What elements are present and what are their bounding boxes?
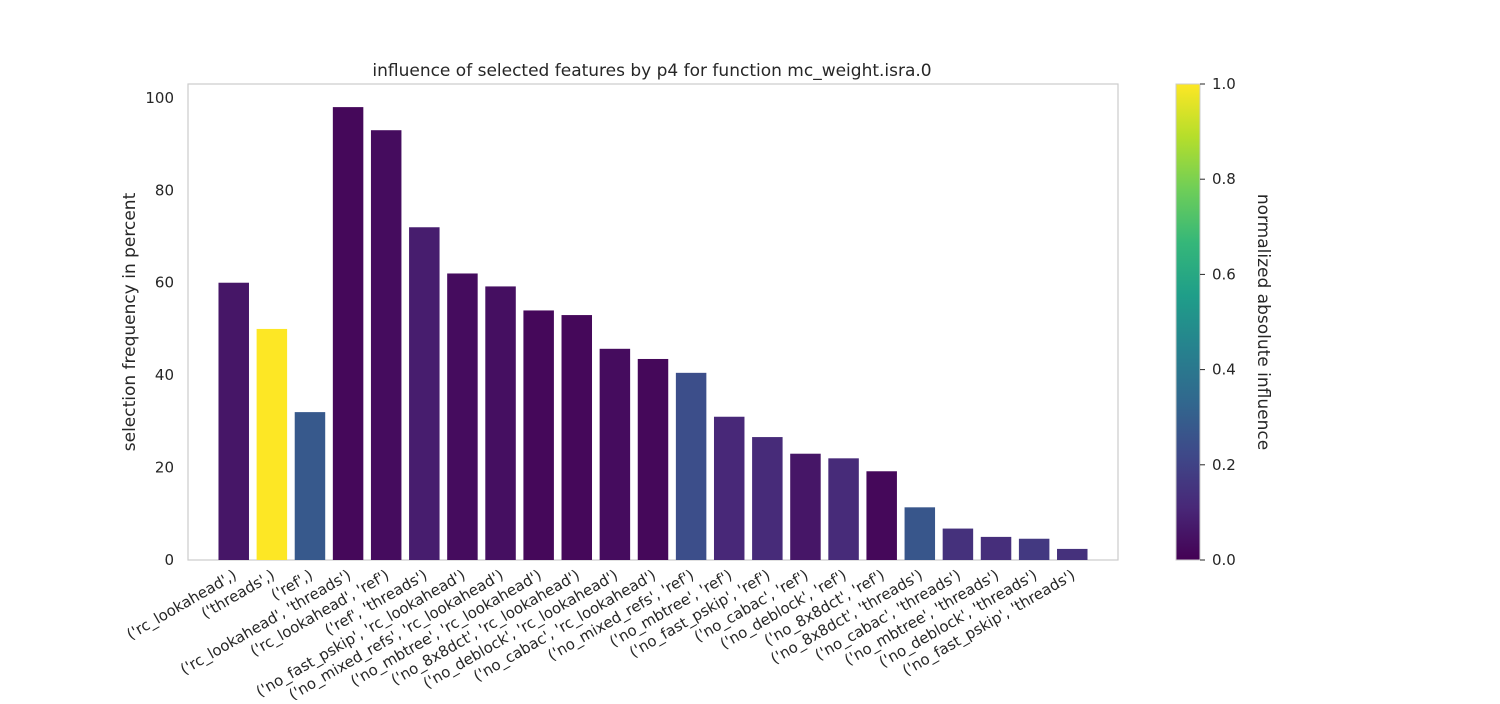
bar-7 [485,286,516,560]
colorbar-ticks: 0.0 0.2 0.4 0.6 0.8 1.0 [1200,75,1236,569]
y-axis-ticks: 0 20 40 60 80 100 [145,89,174,569]
bar-8 [523,310,554,560]
bar-16 [828,458,859,560]
bar-1 [256,328,288,560]
bar-17 [866,471,897,560]
bar-0 [218,282,249,560]
bar-11 [637,358,669,560]
colorbar-tick-label-1: 0.2 [1212,456,1236,474]
bar-22 [1057,548,1088,560]
chart-title: influence of selected features by p4 for… [372,61,931,81]
bar-15 [790,453,821,560]
bar-14 [752,437,783,560]
y-tick-label-5: 100 [145,89,174,107]
y-axis-label: selection frequency in percent [120,192,140,451]
colorbar-tick-label-4: 0.8 [1212,170,1236,188]
bar-20 [980,536,1012,560]
bar-10 [599,348,631,560]
bar-18 [904,507,936,560]
bar-21 [1018,538,1050,560]
colorbar-tick-label-3: 0.6 [1212,265,1236,283]
y-tick-label-4: 80 [155,181,174,199]
bar-4 [370,130,402,560]
bar-19 [942,528,974,560]
bar-9 [561,315,593,560]
bar-13 [713,416,745,560]
bar-3 [332,107,364,561]
colorbar-tick-label-2: 0.4 [1212,361,1236,379]
bar-2 [294,412,326,560]
y-tick-label-0: 0 [164,551,174,569]
colorbar-tick-label-0: 0.0 [1212,551,1236,569]
x-axis-ticks: ('rc_lookahead',)('threads',)('ref',)('r… [123,566,1078,704]
colorbar [1175,83,1201,561]
y-tick-label-3: 60 [155,274,174,292]
colorbar-label: normalized absolute influence [1253,194,1273,450]
bar-5 [409,227,440,560]
bars-group [218,107,1088,561]
bar-12 [675,372,707,560]
colorbar-tick-label-5: 1.0 [1212,75,1236,93]
y-tick-label-1: 20 [155,459,174,477]
bar-6 [447,273,478,560]
y-tick-label-2: 40 [155,366,174,384]
